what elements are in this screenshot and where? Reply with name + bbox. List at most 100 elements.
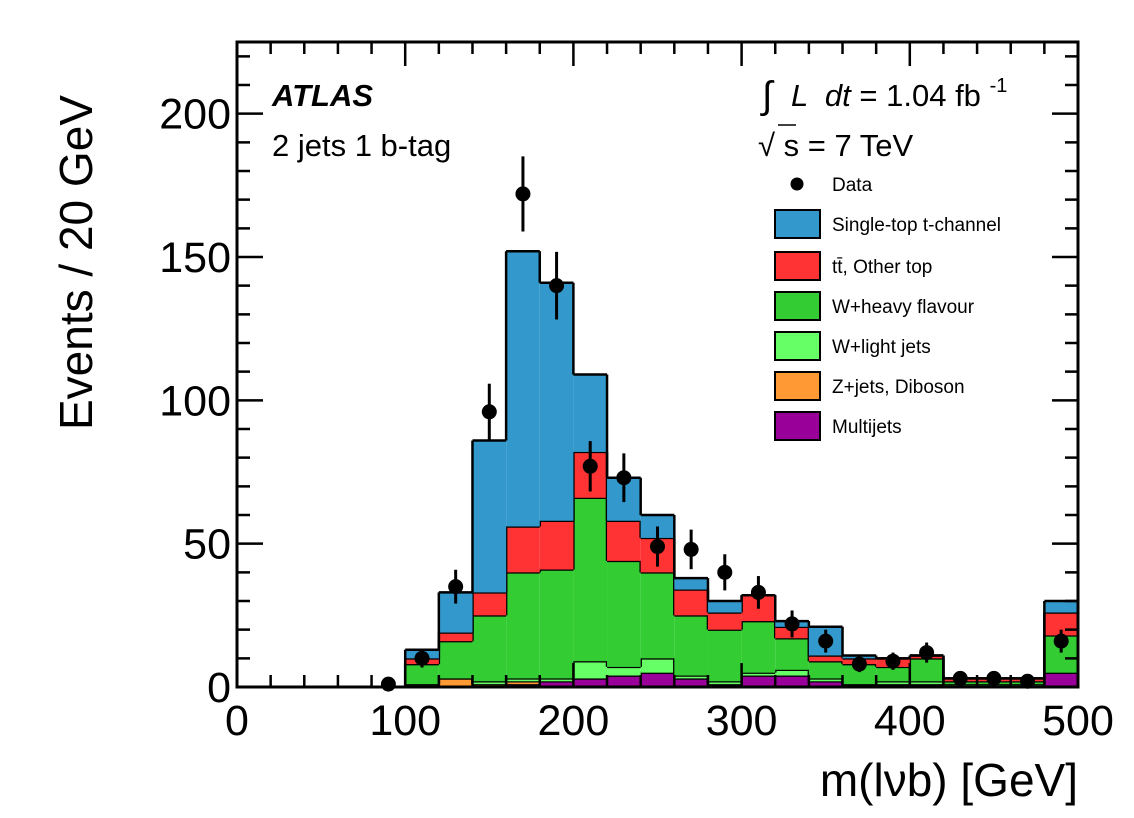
data-point-390 (885, 652, 901, 670)
bar-tt-other-top-220 (607, 520, 641, 561)
marker (952, 670, 968, 686)
bar-w-heavy-flavour-300 (741, 621, 776, 673)
bar-w-heavy-flavour-240 (640, 572, 675, 659)
data-point-290 (717, 554, 733, 591)
bar-w-heavy-flavour-380 (876, 666, 910, 682)
luminosity-label: ∫ L dt = 1.04 fb -1 (760, 75, 1007, 117)
marker (750, 584, 766, 600)
bar-w-light-jets-400 (909, 681, 944, 685)
bar-multijets-200 (573, 678, 608, 687)
data-point-330 (784, 610, 800, 638)
data-point-90 (380, 676, 396, 692)
legend-entry-w-light-jets: W+light jets (774, 331, 931, 361)
bar-multijets-300 (741, 675, 776, 687)
bar-w-light-jets-320 (775, 669, 809, 676)
bar-multijets-320 (775, 675, 809, 687)
data-point-470 (1020, 673, 1036, 689)
axis-ticks (235, 42, 1080, 689)
bar-z-jets-diboson-160 (506, 681, 540, 685)
sqrt-sign: √ (758, 128, 775, 163)
x-tick-label-0: 0 (225, 697, 249, 745)
marker (549, 278, 565, 294)
atlas-label: ATLAS (271, 78, 373, 113)
legend-marker (790, 177, 804, 191)
bar-w-light-jets-260 (674, 675, 708, 679)
data-point-310 (750, 576, 766, 609)
bar-w-heavy-flavour-360 (842, 664, 877, 685)
legend-swatch (774, 291, 821, 321)
bar-w-heavy-flavour-100 (405, 664, 439, 685)
lumi-exponent: -1 (990, 75, 1008, 97)
bar-w-heavy-flavour-180 (539, 569, 574, 679)
tick-labels: 0 100 200 300 400 500 0 50 100 150 200 (159, 91, 1114, 745)
bar-w-light-jets-380 (876, 681, 910, 685)
bar-single-top-t-channel-180 (539, 282, 574, 521)
energy-value: s = 7 TeV (784, 128, 914, 163)
bar-w-heavy-flavour-220 (607, 560, 641, 667)
lumi-symbol: L (791, 78, 808, 113)
marker (851, 656, 867, 672)
bar-w-heavy-flavour-320 (775, 638, 809, 670)
marker (481, 404, 497, 420)
bar-multijets-240 (640, 672, 675, 687)
bar-w-light-jets-220 (607, 666, 641, 676)
data-point-450 (986, 670, 1002, 686)
x-tick-label-300: 300 (706, 697, 778, 745)
marker (448, 579, 464, 595)
bar-tt-other-top-260 (674, 589, 708, 616)
y-axis-title: Events / 20 GeV (50, 95, 102, 430)
bar-single-top-t-channel-260 (674, 578, 708, 590)
x-tick-label-400: 400 (874, 697, 946, 745)
x-tick-label-200: 200 (538, 697, 610, 745)
legend-label: Z+jets, Diboson (832, 377, 965, 398)
data-point-110 (414, 649, 430, 668)
bar-tt-other-top-180 (539, 520, 574, 570)
bar-tt-other-top-120 (438, 632, 473, 642)
bar-tt-other-top-280 (707, 612, 742, 630)
data-point-270 (683, 529, 699, 570)
marker (414, 650, 430, 666)
legend-label: W+heavy flavour (832, 297, 975, 318)
marker (1053, 633, 1069, 649)
marker (717, 564, 733, 580)
marker (986, 670, 1002, 686)
legend: Data Single-top t-channel tt̄, Other top W+… (774, 175, 1001, 441)
bar-w-heavy-flavour-160 (506, 572, 540, 679)
bar-w-light-jets-200 (573, 661, 608, 679)
bar-w-light-jets-140 (472, 681, 507, 685)
legend-label: W+light jets (832, 337, 931, 358)
bar-single-top-t-channel-200 (573, 374, 608, 452)
marker (919, 645, 935, 661)
bar-w-heavy-flavour-260 (674, 615, 708, 676)
bar-tt-other-top-160 (506, 526, 540, 573)
bar-w-heavy-flavour-140 (472, 615, 507, 682)
bar-z-jets-diboson-120 (438, 678, 473, 687)
data-point-370 (851, 656, 867, 673)
y-tick-label-150: 150 (159, 234, 231, 282)
bar-w-light-jets-180 (539, 678, 574, 682)
bar-multijets-220 (607, 675, 641, 687)
marker (784, 616, 800, 632)
lumi-value: = 1.04 fb (859, 78, 981, 113)
marker (616, 470, 632, 486)
bar-multijets-180 (539, 681, 574, 687)
bar-w-heavy-flavour-200 (573, 497, 608, 662)
bar-w-light-jets-160 (506, 678, 540, 682)
energy-label: √ s = 7 TeV (758, 128, 914, 163)
bar-single-top-t-channel-480 (1044, 601, 1078, 613)
bar-multijets-480 (1044, 672, 1078, 687)
legend-label: tt̄, Other top (832, 257, 932, 278)
data-point-430 (952, 670, 968, 686)
bar-single-top-t-channel-140 (472, 440, 507, 593)
bar-w-heavy-flavour-340 (808, 661, 843, 679)
bar-tt-other-top-140 (472, 592, 507, 616)
bar-tt-other-top-340 (808, 655, 843, 662)
selection-label: 2 jets 1 b-tag (272, 128, 451, 163)
integral-sign: ∫ (760, 75, 775, 117)
data-point-250 (650, 526, 665, 567)
data-point-490 (1053, 629, 1069, 653)
bar-w-heavy-flavour-280 (707, 629, 742, 682)
legend-entry-single-top-t-channel: Single-top t-channel (774, 209, 1001, 239)
lumi-dt: dt (825, 78, 852, 113)
